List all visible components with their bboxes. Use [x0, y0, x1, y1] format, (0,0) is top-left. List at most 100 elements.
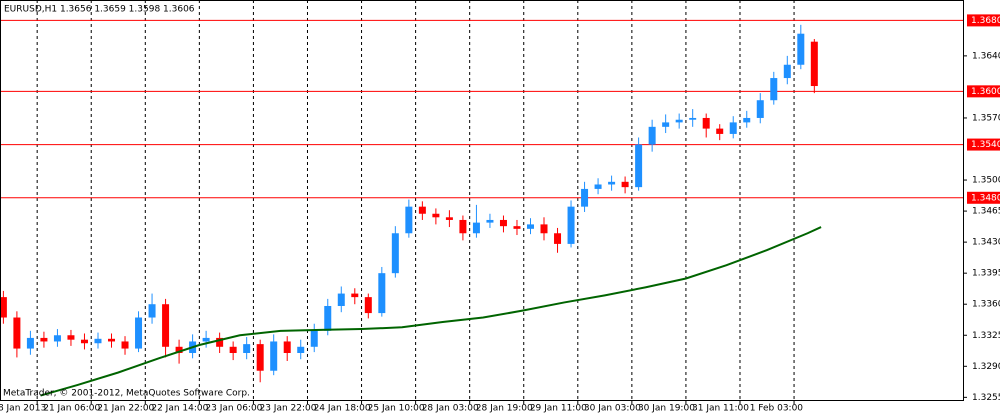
- candle-body: [67, 335, 75, 340]
- candle-body: [716, 128, 724, 134]
- candle-body: [324, 305, 332, 331]
- x-tick-label: 18 Jan 2013: [0, 404, 46, 414]
- candle-body: [797, 33, 805, 65]
- candle-body: [432, 213, 440, 218]
- candle-body: [94, 338, 102, 344]
- candle-body: [80, 339, 88, 344]
- y-tick-label: 1.3570: [972, 113, 1000, 123]
- x-tick-label: 1 Feb 03:00: [750, 404, 804, 414]
- level-label-box: [967, 191, 1000, 204]
- chart-title: EURUSD,H1 1.3656 1.3659 1.3598 1.3606: [4, 5, 195, 15]
- candle-body: [13, 317, 21, 349]
- candle-body: [810, 41, 818, 87]
- candle-body: [418, 206, 426, 214]
- x-tick-label: 28 Jan 19:00: [476, 404, 533, 414]
- candle-body: [459, 219, 467, 234]
- candle-body: [608, 181, 616, 185]
- candle-body: [297, 346, 305, 353]
- candle-body: [162, 304, 170, 347]
- grid-layer: [36, 0, 795, 400]
- x-tick-label: 22 Jan 14:00: [151, 404, 208, 414]
- candle-body: [594, 184, 602, 189]
- candle-body: [783, 64, 791, 79]
- candle-body: [635, 144, 643, 188]
- x-tick-label: 31 Jan 11:00: [692, 404, 749, 414]
- candle-body: [391, 233, 399, 274]
- marks-layer: [0, 19, 963, 397]
- candle-body: [675, 119, 683, 123]
- candle-body: [526, 224, 534, 229]
- x-tick-label: 30 Jan 19:00: [638, 404, 695, 414]
- candle-body: [243, 344, 251, 353]
- candle-body: [175, 346, 183, 353]
- candle-body: [756, 100, 764, 118]
- y-tick-label: 1.3395: [972, 269, 1000, 279]
- plot-frame: [0, 0, 964, 401]
- candle-body: [567, 206, 575, 244]
- candle-body: [621, 181, 629, 188]
- candle-body: [472, 222, 480, 234]
- x-tick-label: 23 Jan 06:00: [205, 404, 262, 414]
- level-label: 1.3680: [971, 16, 1000, 26]
- candle-body: [256, 344, 264, 371]
- y-tick-label: 1.3360: [972, 300, 1000, 310]
- level-label-box: [967, 85, 1000, 98]
- candle-body: [53, 335, 61, 342]
- y-tick-label: 1.3640: [972, 51, 1000, 61]
- x-tick-label: 21 Jan 22:00: [97, 404, 154, 414]
- candle-body: [337, 293, 345, 306]
- candle-body: [310, 330, 318, 347]
- candle-body: [283, 341, 291, 353]
- candle-body: [499, 219, 507, 227]
- y-tick-label: 1.3325: [972, 331, 1000, 341]
- copyright: MetaTrader, © 2001-2012, MetaQuotes Soft…: [3, 389, 250, 399]
- candle-body: [540, 224, 548, 234]
- level-label-box: [967, 138, 1000, 151]
- level-label: 1.3600: [971, 87, 1000, 97]
- y-tick-label: 1.3255: [972, 393, 1000, 403]
- candle-body: [729, 122, 737, 134]
- candle-body: [513, 226, 521, 229]
- x-tick-label: 29 Jan 11:00: [530, 404, 587, 414]
- level-label-box: [967, 14, 1000, 27]
- y-tick-label: 1.3430: [972, 238, 1000, 248]
- candle-body: [121, 341, 129, 349]
- candle-body: [351, 293, 359, 298]
- x-tick-label: 25 Jan 10:00: [368, 404, 425, 414]
- candle-body: [662, 122, 670, 127]
- candle-body: [229, 346, 237, 353]
- level-label: 1.3540: [971, 140, 1000, 150]
- candle-body: [702, 117, 710, 129]
- candle-body: [486, 219, 494, 223]
- candle-body: [148, 304, 156, 318]
- moving-average: [40, 226, 822, 397]
- y-tick-label: 1.3500: [972, 176, 1000, 186]
- candle-body: [445, 217, 453, 220]
- candle-body: [270, 341, 278, 371]
- x-tick-label: 30 Jan 03:00: [584, 404, 641, 414]
- candle-body: [581, 188, 589, 207]
- x-tick-label: 23 Jan 22:00: [259, 404, 316, 414]
- y-tick-label: 1.3290: [972, 362, 1000, 372]
- candle-body: [40, 337, 48, 342]
- x-tick-label: 28 Jan 03:00: [422, 404, 479, 414]
- x-tick-label: 24 Jan 18:00: [314, 404, 371, 414]
- level-label: 1.3480: [971, 193, 1000, 203]
- candle-body: [135, 317, 143, 349]
- candle-body: [689, 117, 697, 120]
- candle-body: [216, 337, 224, 347]
- candle-body: [108, 338, 116, 342]
- candle-body: [405, 206, 413, 234]
- candle-body: [743, 117, 751, 123]
- candle-body: [202, 337, 210, 342]
- candle-body: [648, 126, 656, 145]
- y-tick-label: 1.3465: [972, 207, 1000, 217]
- candle-body: [378, 273, 386, 314]
- candle-body: [364, 297, 372, 314]
- candle-body: [26, 337, 34, 349]
- candle-body: [0, 297, 7, 318]
